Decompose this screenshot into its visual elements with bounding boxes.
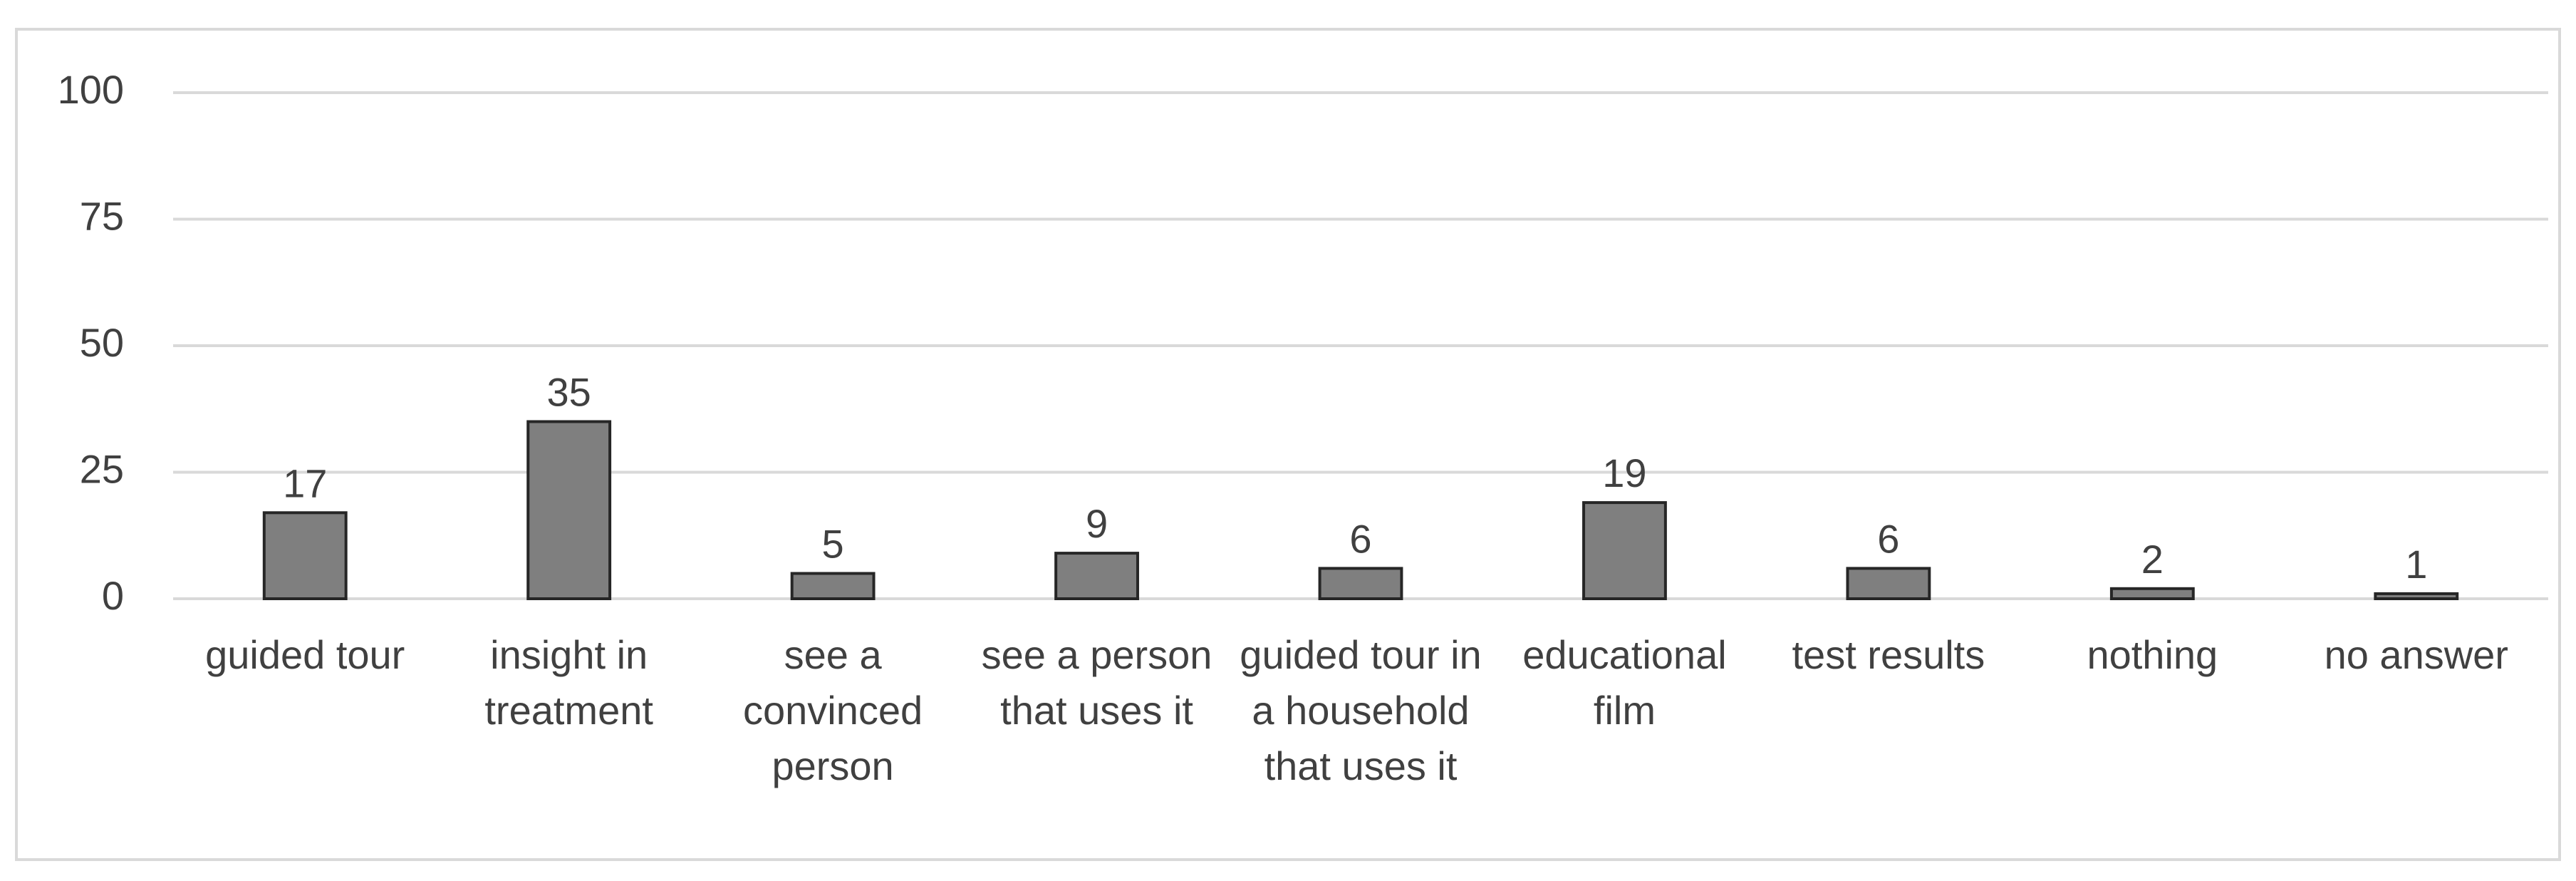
y-tick-label: 100: [58, 67, 124, 112]
bar: [1318, 567, 1403, 601]
data-label: 6: [1349, 516, 1371, 561]
data-label: 17: [283, 460, 327, 505]
bar: [2109, 587, 2195, 600]
x-tick-label: see a person that uses it: [981, 632, 1212, 733]
data-label: 19: [1602, 450, 1646, 495]
data-label: 6: [1877, 516, 1899, 561]
bar: [1846, 567, 1931, 601]
data-label: 5: [822, 522, 844, 567]
bar: [1582, 501, 1667, 600]
y-tick-label: 75: [80, 193, 124, 238]
bar: [1054, 552, 1139, 600]
x-tick-label: insight in treatment: [484, 632, 653, 733]
y-tick-label: 0: [102, 573, 124, 618]
chart-border: [15, 28, 2561, 861]
x-tick-label: guided tour in a household that uses it: [1240, 632, 1482, 788]
bar: [2374, 592, 2459, 601]
y-tick-label: 50: [80, 320, 124, 365]
x-tick-label: educational film: [1522, 632, 1727, 733]
bar: [790, 572, 876, 600]
x-tick-label: nothing: [2087, 632, 2218, 677]
data-label: 1: [2405, 542, 2427, 587]
x-tick-label: test results: [1792, 632, 1985, 677]
bar: [526, 420, 612, 600]
x-tick-label: guided tour: [205, 632, 405, 677]
x-tick-label: no answer: [2324, 632, 2508, 677]
y-tick-label: 25: [80, 446, 124, 491]
bar: [262, 511, 348, 600]
data-label: 35: [547, 370, 591, 415]
x-tick-label: see a convinced person: [743, 632, 923, 788]
data-label: 2: [2141, 537, 2164, 582]
data-label: 9: [1086, 501, 1108, 546]
